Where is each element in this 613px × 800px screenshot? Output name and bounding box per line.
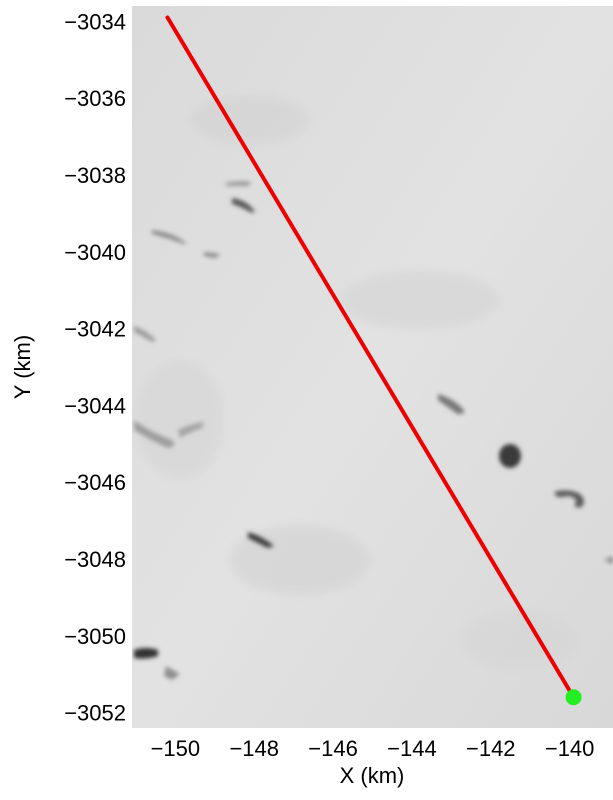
y-axis-title: Y (km) bbox=[10, 335, 35, 399]
x-tick-label: −150 bbox=[151, 736, 201, 761]
x-tick-label: −146 bbox=[308, 736, 358, 761]
y-tick-label: −3048 bbox=[64, 547, 126, 572]
end-point-marker bbox=[565, 689, 582, 706]
x-tick-label: −140 bbox=[545, 736, 595, 761]
y-tick-label: −3040 bbox=[64, 240, 126, 265]
x-axis-title: X (km) bbox=[340, 763, 405, 788]
y-tick-label: −3052 bbox=[64, 701, 126, 726]
y-tick-label: −3050 bbox=[64, 624, 126, 649]
y-tick-label: −3046 bbox=[64, 470, 126, 495]
track-line bbox=[165, 15, 576, 700]
y-tick-label: −3042 bbox=[64, 317, 126, 342]
y-tick-label: −3044 bbox=[64, 393, 126, 418]
y-tick-label: −3034 bbox=[64, 9, 126, 34]
y-tick-label: −3038 bbox=[64, 163, 126, 188]
y-tick-label: −3036 bbox=[64, 86, 126, 111]
x-tick-label: −142 bbox=[466, 736, 516, 761]
x-tick-label: −144 bbox=[387, 736, 437, 761]
satellite-background bbox=[132, 6, 613, 728]
x-tick-label: −148 bbox=[229, 736, 279, 761]
